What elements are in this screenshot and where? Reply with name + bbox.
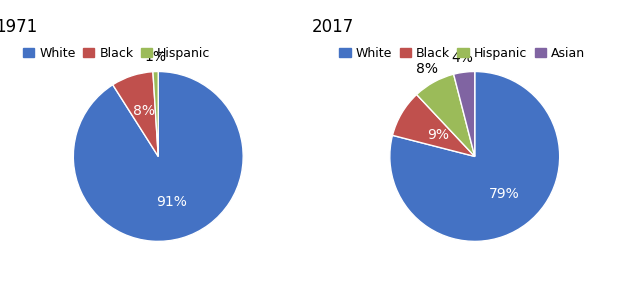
Text: 8%: 8% (132, 104, 154, 118)
Wedge shape (73, 72, 243, 241)
Legend: White, Black, Hispanic: White, Black, Hispanic (23, 46, 211, 60)
Wedge shape (417, 74, 475, 156)
Wedge shape (390, 72, 560, 241)
Text: 2017: 2017 (312, 18, 354, 36)
Wedge shape (153, 72, 158, 156)
Text: 91%: 91% (156, 195, 187, 209)
Wedge shape (392, 94, 475, 156)
Text: 9%: 9% (427, 128, 449, 142)
Text: 1%: 1% (144, 50, 166, 64)
Wedge shape (454, 72, 475, 156)
Text: 4%: 4% (451, 51, 473, 65)
Text: 1971: 1971 (0, 18, 38, 36)
Text: 8%: 8% (416, 62, 438, 76)
Legend: White, Black, Hispanic, Asian: White, Black, Hispanic, Asian (339, 46, 585, 60)
Wedge shape (113, 72, 158, 156)
Text: 79%: 79% (489, 187, 519, 201)
